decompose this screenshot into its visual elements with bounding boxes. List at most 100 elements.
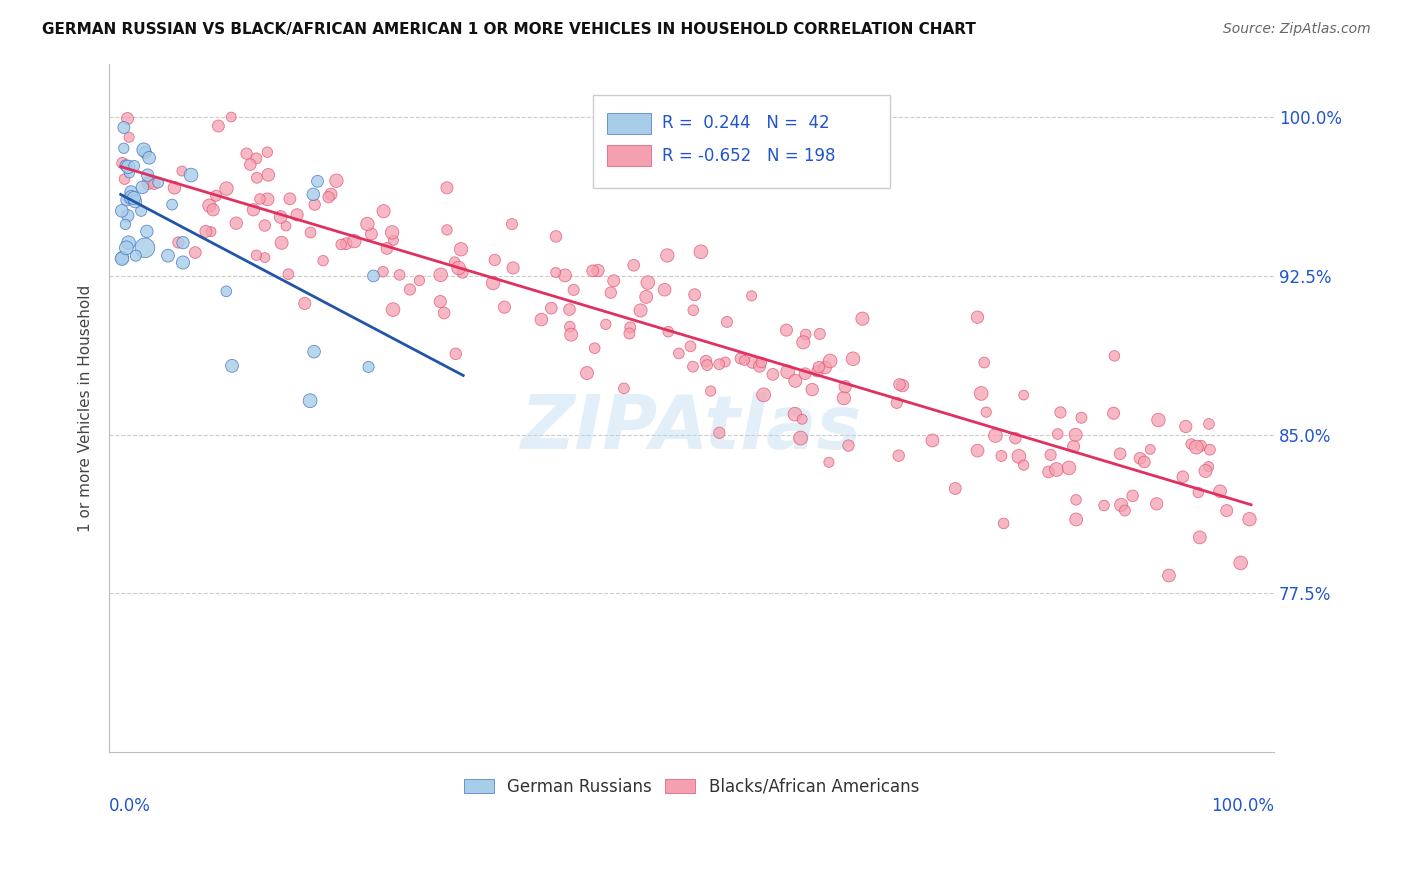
Point [1109,447,1132,461]
Point [257,168,280,182]
Point [436,181,458,195]
Point [558,319,581,334]
Point [943,482,966,496]
Text: ZIPAtlas: ZIPAtlas [522,392,862,466]
Point [560,327,582,342]
Point [583,341,606,355]
Point [709,357,731,371]
Point [318,190,340,204]
Point [118,193,141,207]
Point [399,283,422,297]
Point [792,335,814,350]
Point [122,191,145,205]
Point [239,157,262,171]
Point [668,346,690,360]
Point [484,252,506,267]
Point [886,396,908,410]
Point [973,355,995,369]
Point [114,172,136,186]
Point [253,251,276,265]
Point [776,365,799,379]
Text: R = -0.652   N = 198: R = -0.652 N = 198 [662,146,837,165]
Point [330,237,353,252]
Point [184,245,207,260]
Point [1189,439,1212,453]
Point [544,266,567,280]
Point [558,302,581,317]
Point [657,325,679,339]
Point [966,310,988,325]
Point [443,255,465,269]
Point [990,449,1012,463]
Point [1063,440,1085,454]
Point [381,226,404,240]
Point [1180,437,1202,451]
Point [1057,461,1080,475]
Point [160,197,183,211]
Point [444,347,467,361]
FancyBboxPatch shape [606,145,651,166]
Point [312,253,335,268]
Point [586,263,609,277]
Point [993,516,1015,531]
Point [270,235,292,250]
Point [891,378,914,392]
Point [808,326,831,341]
Point [242,202,264,217]
Point [1064,427,1087,442]
Point [699,384,721,398]
Point [562,283,585,297]
Point [433,306,456,320]
Point [221,359,243,373]
Point [794,327,817,342]
Point [302,187,325,202]
Point [1188,530,1211,544]
Point [135,224,157,238]
Point [1064,492,1087,507]
Point [429,268,451,282]
Point [603,274,626,288]
Point [1198,459,1220,474]
Point [1070,410,1092,425]
Point [1239,512,1261,526]
Point [111,156,134,170]
Point [120,190,142,204]
Point [450,242,472,256]
Point [714,355,737,369]
Point [502,260,524,275]
Point [253,219,276,233]
Point [256,192,278,206]
Point [696,358,718,372]
Point [356,217,378,231]
Point [451,266,474,280]
Point [120,185,142,199]
Point [134,241,156,255]
Point [1157,568,1180,582]
Point [277,267,299,281]
Point [170,164,193,178]
Point [235,146,257,161]
Point [966,443,988,458]
Point [1012,388,1035,402]
Point [117,235,139,250]
Point [921,434,943,448]
Point [630,303,652,318]
Point [429,294,451,309]
Point [599,285,621,300]
Point [1049,405,1071,419]
Point [482,276,505,290]
Point [741,355,763,369]
Point [792,412,814,426]
Point [832,391,855,405]
FancyBboxPatch shape [592,95,890,188]
Point [129,203,152,218]
Point [1004,431,1026,445]
Point [136,168,159,182]
Point [1064,512,1087,526]
Point [436,223,458,237]
Point [613,381,636,395]
Point [114,218,136,232]
Point [801,383,824,397]
Point [1109,498,1132,512]
Point [115,241,138,255]
